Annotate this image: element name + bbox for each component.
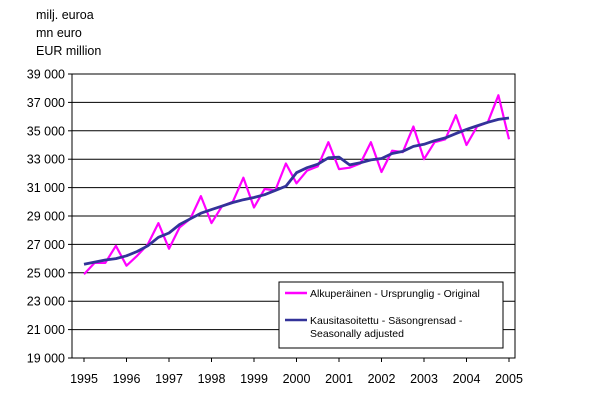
x-tick-label: 1996 <box>113 372 141 386</box>
y-tick-label: 39 000 <box>27 68 65 82</box>
x-tick-label: 1995 <box>70 372 98 386</box>
y-tick-label: 33 000 <box>27 153 65 167</box>
legend-label-seasonally-adjusted-line1: Kausitasoitettu - Säsongrensad - <box>310 315 463 327</box>
unit-label-fi: milj. euroa <box>36 8 94 22</box>
legend-box <box>278 281 504 349</box>
legend: Alkuperäinen - Ursprunglig - Original Ka… <box>278 281 504 349</box>
unit-label-en: EUR million <box>36 44 102 58</box>
x-tick-label: 1997 <box>155 372 183 386</box>
y-tick-label: 19 000 <box>27 352 65 366</box>
y-tick-label: 21 000 <box>27 323 65 337</box>
x-tick-label: 2005 <box>495 372 523 386</box>
y-axis-ticks: 19 000 21 000 23 000 25 000 27 000 29 000 31 0… <box>27 68 72 366</box>
series-lines <box>83 94 511 275</box>
x-tick-label: 2004 <box>453 372 481 386</box>
legend-label-seasonally-adjusted-line2: Seasonally adjusted <box>310 328 404 340</box>
y-tick-label: 35 000 <box>27 124 65 138</box>
y-tick-label: 23 000 <box>27 295 65 309</box>
x-tick-label: 2003 <box>410 372 438 386</box>
legend-label-original: Alkuperäinen - Ursprunglig - Original <box>310 288 480 300</box>
x-tick-label: 1999 <box>240 372 268 386</box>
unit-labels: milj. euroa mn euro EUR million <box>36 6 101 60</box>
y-tick-label: 27 000 <box>27 238 65 252</box>
series-line-seasonally-adjusted <box>83 116 510 266</box>
legend-label-seasonally-adjusted: Kausitasoitettu - Säsongrensad - <box>310 315 463 327</box>
y-tick-label: 25 000 <box>27 266 65 280</box>
x-tick-label: 2000 <box>283 372 311 386</box>
x-axis-ticks: 1995 1996 1997 1998 1999 2000 2001 2002 2003 2004… <box>70 358 523 386</box>
unit-label-sv: mn euro <box>36 26 82 40</box>
y-tick-label: 29 000 <box>27 210 65 224</box>
y-tick-label: 31 000 <box>27 181 65 195</box>
y-tick-label: 37 000 <box>27 96 65 110</box>
x-tick-label: 1998 <box>198 372 226 386</box>
x-tick-label: 2001 <box>325 372 353 386</box>
legend-label-seasonally-adjusted-cont: Seasonally adjusted <box>310 328 404 340</box>
series-line-original <box>83 94 511 275</box>
x-tick-label: 2002 <box>368 372 396 386</box>
